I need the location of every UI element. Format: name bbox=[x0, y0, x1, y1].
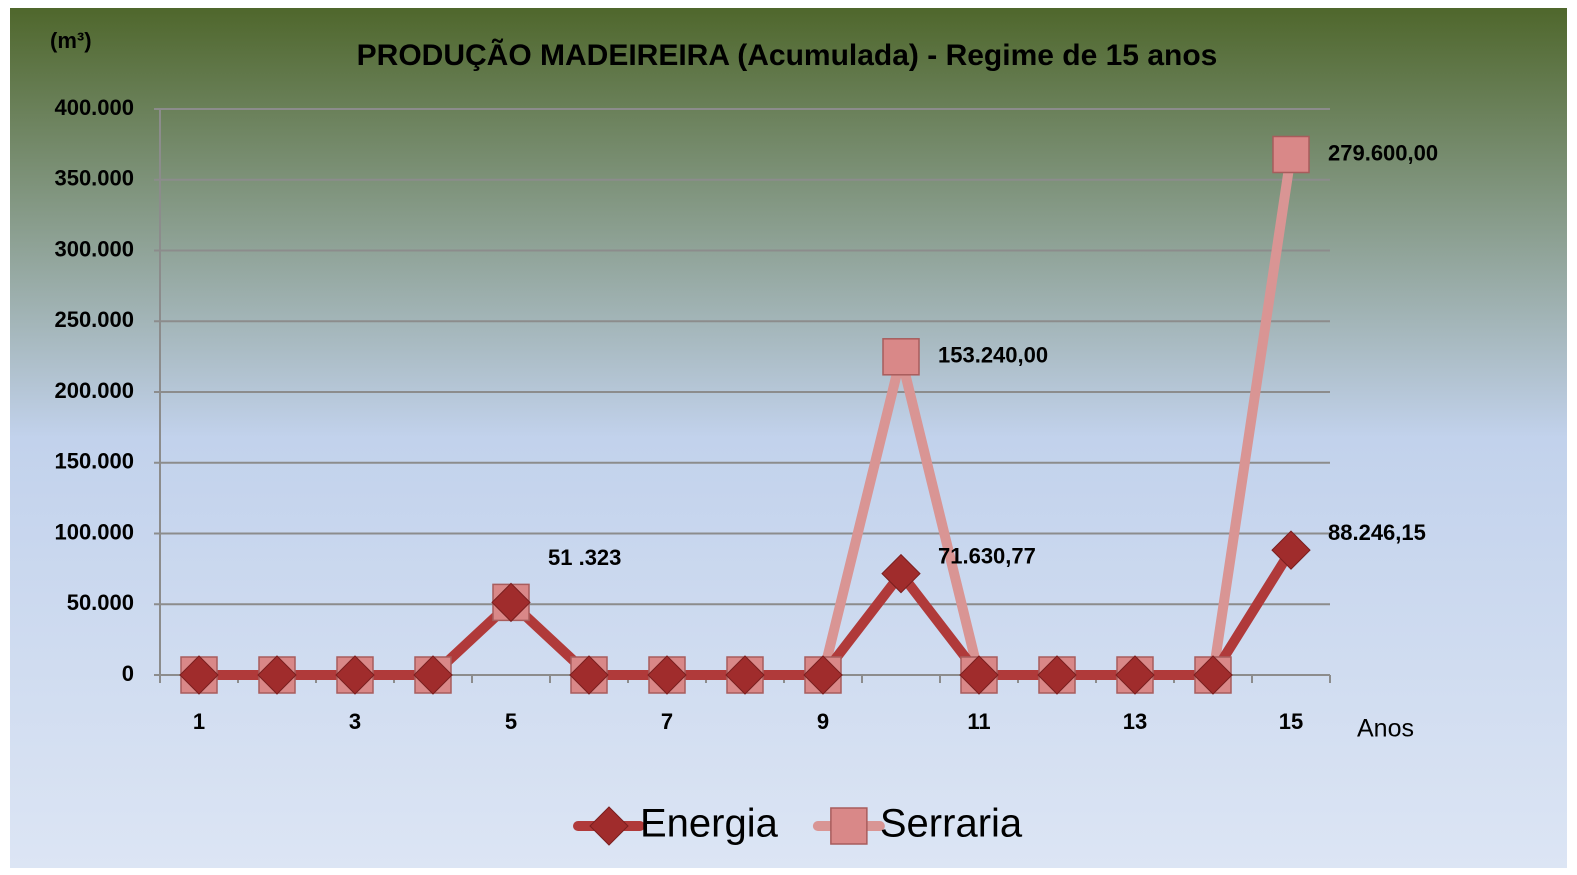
x-tick-label: 9 bbox=[817, 709, 829, 734]
data-point bbox=[491, 582, 531, 623]
data-point bbox=[335, 655, 375, 695]
data-label: 71.630,77 bbox=[938, 543, 1036, 568]
legend-label: Energia bbox=[640, 802, 779, 846]
data-point bbox=[725, 655, 765, 695]
y-tick-label: 0 bbox=[122, 661, 134, 686]
data-point bbox=[881, 553, 921, 594]
legend-label: Serraria bbox=[880, 802, 1023, 846]
data-label: 88.246,15 bbox=[1328, 520, 1426, 545]
x-tick-label: 13 bbox=[1123, 709, 1147, 734]
legend-marker bbox=[830, 807, 868, 845]
y-tick-label: 400.000 bbox=[54, 95, 134, 120]
x-tick-label: 5 bbox=[505, 709, 517, 734]
x-tick-label: 7 bbox=[661, 709, 673, 734]
chart-title: PRODUÇÃO MADEIREIRA (Acumulada) - Regime… bbox=[357, 38, 1218, 72]
y-tick-label: 350.000 bbox=[54, 166, 134, 191]
data-point bbox=[1115, 655, 1155, 695]
data-point bbox=[1271, 530, 1311, 570]
y-tick-label: 150.000 bbox=[54, 449, 134, 474]
x-tick-label: 1 bbox=[193, 709, 205, 734]
x-axis-title: Anos bbox=[1357, 715, 1414, 743]
y-tick-label: 300.000 bbox=[54, 236, 134, 261]
data-point bbox=[413, 655, 453, 695]
data-point bbox=[647, 655, 687, 695]
y-axis-title: (m³) bbox=[50, 28, 92, 53]
data-point bbox=[803, 655, 843, 695]
data-label: 279.600,00 bbox=[1328, 140, 1438, 165]
y-tick-label: 250.000 bbox=[54, 307, 134, 332]
data-label: 51 .323 bbox=[548, 545, 621, 570]
data-point bbox=[1193, 655, 1233, 695]
data-point bbox=[959, 655, 999, 695]
x-tick-label: 3 bbox=[349, 709, 361, 734]
x-tick-label: 15 bbox=[1279, 709, 1303, 734]
chart-background bbox=[10, 8, 1567, 868]
data-point bbox=[569, 655, 609, 695]
data-point bbox=[1272, 135, 1310, 174]
data-point bbox=[179, 655, 219, 695]
data-point bbox=[1037, 655, 1077, 695]
data-label: 153.240,00 bbox=[938, 343, 1048, 368]
legend-marker bbox=[589, 806, 629, 846]
x-tick-label: 11 bbox=[967, 709, 990, 734]
data-point bbox=[882, 338, 920, 376]
y-tick-label: 50.000 bbox=[67, 590, 134, 615]
data-point bbox=[257, 655, 297, 695]
y-tick-label: 200.000 bbox=[54, 378, 134, 403]
y-tick-label: 100.000 bbox=[54, 519, 134, 544]
